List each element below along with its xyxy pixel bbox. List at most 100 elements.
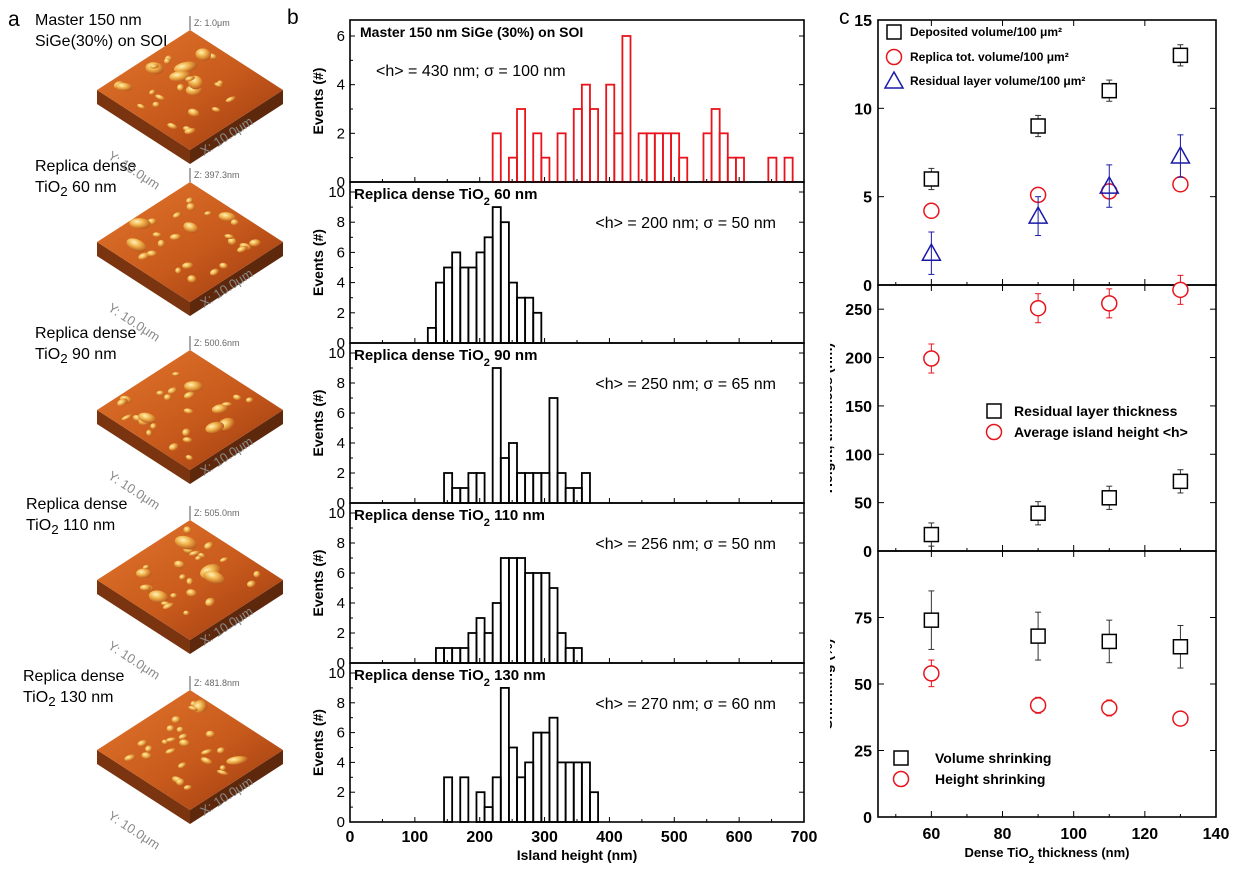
panel-letter-a: a bbox=[8, 8, 20, 31]
x-tick-label: 300 bbox=[531, 829, 558, 846]
x-axis-label: Dense TiO2 thickness (nm) bbox=[965, 845, 1130, 866]
thickness-text: 110 nm bbox=[58, 517, 116, 534]
afm-island bbox=[203, 570, 225, 585]
data-point bbox=[921, 242, 942, 261]
histogram-annotation: <h> = 270 nm; σ = 60 nm bbox=[595, 696, 776, 713]
legend-marker bbox=[893, 750, 909, 766]
histogram-bar bbox=[459, 776, 470, 823]
y-tick-label: 10 bbox=[854, 101, 872, 118]
legend-marker bbox=[985, 423, 1003, 441]
histogram-stack: 0 2 4 6 Events (#) Master 150 nm SiGe (30%) o… bbox=[310, 19, 817, 863]
y-tick-label: 6 bbox=[337, 28, 345, 45]
y-axis-label: Events (#) bbox=[310, 68, 326, 135]
afm-z-label: Z: 505.0nm bbox=[194, 508, 240, 518]
afm-island bbox=[232, 394, 242, 401]
legend-marker bbox=[883, 70, 905, 89]
afm-y-label: Y: 10.0μm bbox=[105, 300, 162, 345]
afm-island bbox=[168, 443, 179, 451]
data-point bbox=[923, 202, 940, 220]
histogram-bar bbox=[516, 776, 527, 823]
afm-side-left bbox=[97, 90, 190, 164]
histogram-annotation: <h> = 430 nm; σ = 100 nm bbox=[376, 63, 566, 80]
afm-island bbox=[204, 211, 212, 216]
afm-z-label: Z: 481.8nm bbox=[194, 678, 240, 688]
legend-marker bbox=[986, 403, 1002, 419]
y-tick-label: 0 bbox=[863, 278, 872, 295]
data-point bbox=[1030, 118, 1046, 134]
histogram-title: Replica dense TiO2 90 nm bbox=[354, 347, 537, 369]
histogram-title: Replica dense TiO2 60 nm bbox=[354, 186, 537, 208]
y-tick-label: 2 bbox=[337, 125, 345, 142]
histogram-bar bbox=[524, 761, 535, 823]
histogram-bar bbox=[718, 132, 729, 183]
legend-label: Average island height <h> bbox=[1014, 424, 1188, 440]
histogram-bar bbox=[621, 35, 632, 183]
afm-label-line2: TiO2 90 nm bbox=[35, 344, 136, 369]
histogram-bar bbox=[580, 83, 591, 183]
y-tick-label: 200 bbox=[845, 351, 872, 368]
afm-side-right bbox=[190, 750, 283, 824]
x-tick-label: 500 bbox=[661, 829, 688, 846]
afm-island bbox=[165, 737, 177, 743]
y-tick-label: 2 bbox=[337, 465, 345, 482]
histogram-title: Master 150 nm SiGe (30%) on SOI bbox=[360, 24, 583, 40]
x-tick-label: 60 bbox=[922, 826, 940, 843]
histogram-bar bbox=[580, 761, 591, 823]
y-tick-label: 4 bbox=[337, 595, 345, 612]
histogram-4: 0 2 4 6 8 10 Events (#) Replica dense TiO2 110 … bbox=[310, 502, 805, 672]
afm-label-line2: TiO2 110 nm bbox=[26, 515, 127, 540]
afm-island bbox=[216, 770, 229, 776]
histogram-bar bbox=[516, 557, 527, 664]
afm-island bbox=[253, 570, 261, 578]
afm-label-line2: TiO2 60 nm bbox=[35, 177, 136, 202]
data-point bbox=[1172, 639, 1189, 655]
afm-island bbox=[195, 555, 202, 561]
y-tick-label: 2 bbox=[337, 625, 345, 642]
histogram-bar bbox=[670, 132, 681, 183]
afm-island bbox=[149, 89, 156, 95]
histogram-bar bbox=[516, 472, 527, 504]
afm-island bbox=[150, 423, 157, 430]
histogram-annotation: <h> = 250 nm; σ = 65 nm bbox=[595, 376, 776, 393]
afm-island bbox=[205, 730, 215, 738]
histogram-1: 0 2 4 6 Events (#) Master 150 nm SiGe (30%) o… bbox=[310, 19, 805, 191]
histogram-bar bbox=[507, 442, 518, 504]
afm-island bbox=[149, 64, 159, 69]
afm-island bbox=[170, 593, 178, 599]
y-tick-label: 10 bbox=[328, 184, 345, 201]
histogram-bar bbox=[613, 132, 624, 183]
afm-island bbox=[182, 437, 193, 443]
afm-island bbox=[141, 752, 152, 760]
histogram-bar bbox=[467, 472, 478, 504]
histogram-bar bbox=[426, 326, 437, 344]
histogram-bar bbox=[540, 156, 551, 183]
x-tick-label: 100 bbox=[402, 829, 429, 846]
y-tick-label: 2 bbox=[337, 784, 345, 801]
afm-island bbox=[152, 101, 160, 108]
data-point bbox=[923, 665, 940, 682]
histogram-bar bbox=[734, 156, 745, 183]
histogram-bar bbox=[556, 761, 567, 823]
histogram-bar bbox=[516, 296, 527, 344]
afm-island bbox=[184, 381, 204, 392]
afm-island bbox=[214, 82, 223, 88]
legend-marker bbox=[885, 48, 903, 66]
histogram-bar bbox=[459, 647, 470, 664]
data-point bbox=[923, 350, 940, 367]
histogram-bar bbox=[516, 108, 527, 183]
legend-label: Replica tot. volume/100 μm² bbox=[910, 50, 1069, 64]
afm-island bbox=[182, 428, 191, 436]
series-1 bbox=[923, 590, 1189, 669]
afm-island bbox=[183, 785, 192, 790]
histogram-bar bbox=[475, 617, 486, 664]
afm-island bbox=[137, 103, 146, 110]
y-tick-label: 50 bbox=[854, 677, 872, 694]
afm-island bbox=[142, 564, 150, 570]
histogram-bar bbox=[451, 251, 462, 344]
afm-island bbox=[209, 268, 220, 276]
histogram-bar bbox=[702, 132, 713, 183]
panel-letter-c: c bbox=[839, 6, 850, 29]
histogram-bar bbox=[532, 132, 543, 183]
afm-island bbox=[205, 421, 225, 434]
